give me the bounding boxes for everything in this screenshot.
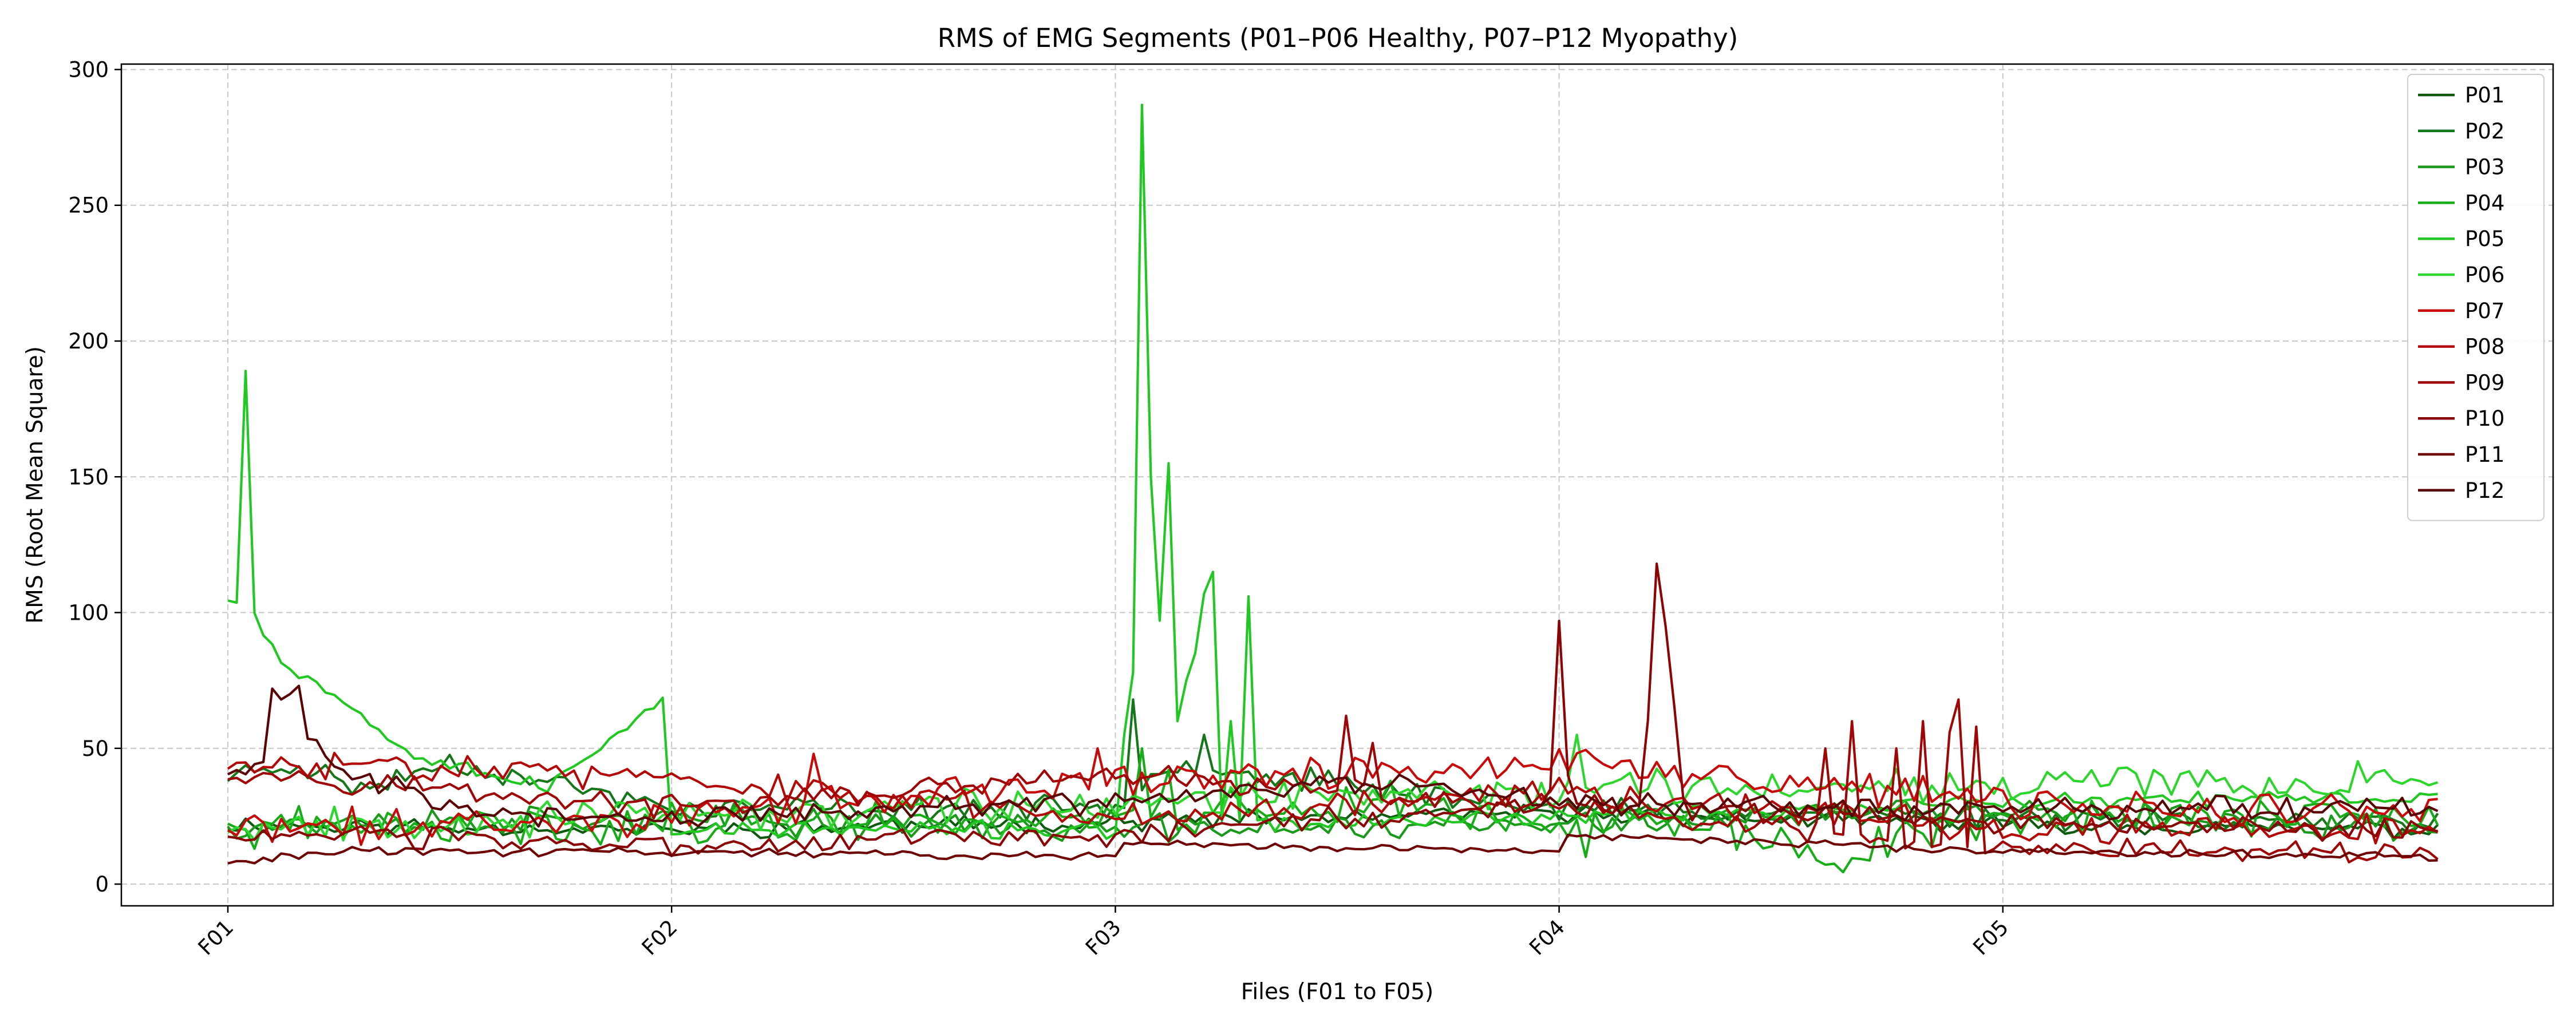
y-tick-label: 150	[68, 465, 109, 489]
series-line-p09	[227, 698, 2439, 863]
x-tick-label: F02	[637, 915, 682, 960]
y-tick-label: 300	[68, 57, 109, 82]
y-tick-label: 0	[95, 872, 109, 897]
legend-label: P02	[2465, 119, 2504, 144]
x-tick-label: F03	[1081, 915, 1126, 960]
legend-label: P10	[2465, 406, 2504, 431]
series-line-p07	[227, 747, 2438, 846]
grid	[121, 64, 2553, 906]
legend-label: P01	[2465, 83, 2504, 108]
x-axis-label: Files (F01 to F05)	[1241, 979, 1433, 1005]
chart-title: RMS of EMG Segments (P01–P06 Healthy, P0…	[938, 23, 1739, 53]
series-line-p06	[227, 733, 2439, 842]
x-tick-label: F01	[193, 915, 239, 960]
series-line-p11	[227, 833, 2438, 865]
legend-box	[2407, 74, 2545, 521]
legend-label: P03	[2465, 155, 2504, 180]
legend-label: P12	[2465, 478, 2504, 503]
legend-label: P09	[2465, 370, 2504, 395]
legend-label: P11	[2465, 442, 2504, 467]
legend-label: P04	[2465, 191, 2504, 215]
series-line-p05	[227, 104, 2438, 840]
legend-label: P07	[2465, 299, 2504, 323]
x-tick-label: F04	[1524, 915, 1570, 960]
series-line-p04	[227, 747, 2439, 874]
legend-label: P08	[2465, 335, 2504, 359]
series-line-p02	[227, 698, 2439, 835]
y-axis-label: RMS (Root Mean Square)	[22, 346, 48, 624]
plot-area	[227, 104, 2439, 874]
plot-frame	[120, 63, 2554, 907]
y-tick-label: 200	[68, 329, 109, 354]
y-tick-label: 100	[68, 601, 109, 625]
legend-label: P06	[2465, 263, 2504, 287]
y-tick-label: 50	[82, 736, 109, 761]
x-tick-label: F05	[1968, 915, 2013, 960]
series-line-p12	[227, 684, 2439, 828]
y-tick-label: 250	[68, 193, 109, 218]
series-line-p01	[227, 803, 2439, 841]
series-line-p03	[227, 799, 2438, 843]
legend: P01 P02 P03 P04 P05 P06 P07 P08 P09 P10 P11 P12	[2407, 74, 2545, 521]
legend-label: P05	[2465, 227, 2504, 251]
series-line-p10	[227, 562, 2438, 858]
